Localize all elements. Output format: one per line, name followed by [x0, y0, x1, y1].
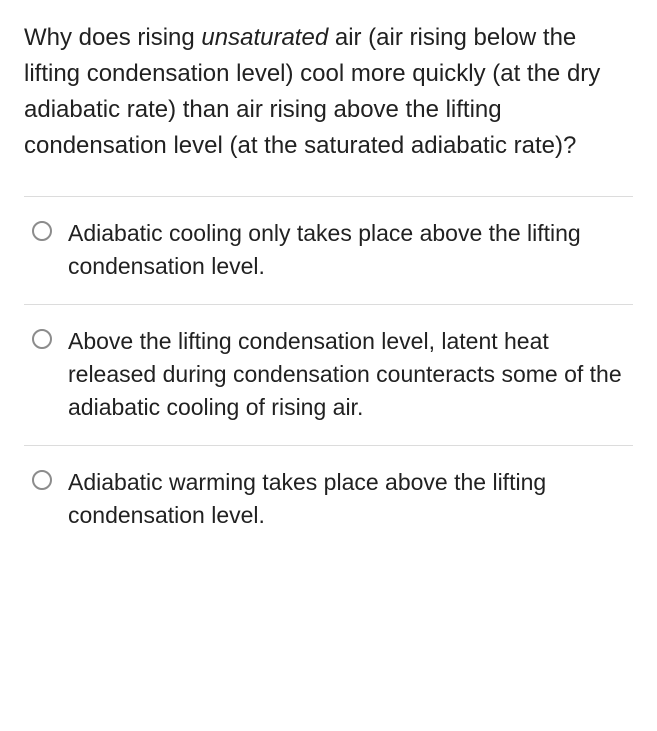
radio-icon[interactable] — [32, 470, 52, 490]
radio-container — [32, 329, 52, 349]
question-text-pre: Why does rising — [24, 24, 201, 51]
radio-icon[interactable] — [32, 221, 52, 241]
option-label: Adiabatic warming takes place above the … — [68, 466, 629, 533]
option-label: Adiabatic cooling only takes place above… — [68, 217, 629, 284]
question-text-italic: unsaturated — [201, 24, 328, 51]
options-list: Adiabatic cooling only takes place above… — [24, 196, 633, 552]
option-row[interactable]: Above the lifting condensation level, la… — [24, 305, 633, 446]
option-label: Above the lifting condensation level, la… — [68, 325, 629, 425]
radio-container — [32, 221, 52, 241]
question-stem: Why does rising unsaturated air (air ris… — [24, 20, 633, 164]
radio-icon[interactable] — [32, 329, 52, 349]
option-row[interactable]: Adiabatic warming takes place above the … — [24, 446, 633, 553]
option-row[interactable]: Adiabatic cooling only takes place above… — [24, 197, 633, 305]
radio-container — [32, 470, 52, 490]
